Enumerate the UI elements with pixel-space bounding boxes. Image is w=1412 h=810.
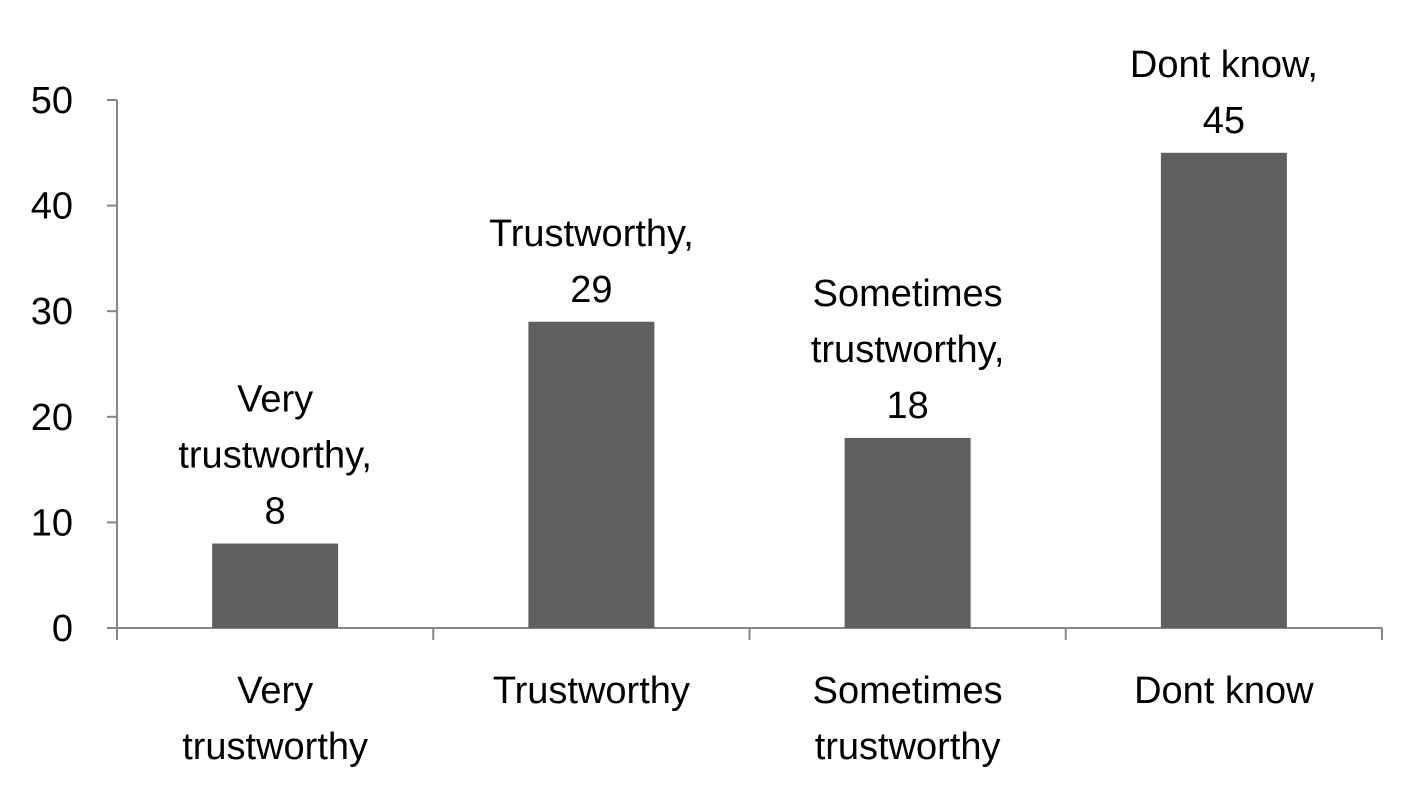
data-label-line: 29 — [570, 269, 612, 311]
y-tick-label: 10 — [31, 502, 73, 544]
x-category-label: Dont know — [1134, 670, 1314, 712]
data-label: Trustworthy, 29 — [489, 213, 694, 311]
data-label-line: Sometimes — [813, 273, 1003, 315]
x-category-label: Trustworthy — [493, 670, 690, 712]
bar — [212, 543, 339, 628]
data-label-line: 18 — [886, 385, 928, 427]
y-tick-label: 40 — [31, 186, 73, 228]
y-tick-label: 20 — [31, 397, 73, 439]
y-tick-label: 30 — [31, 291, 73, 333]
x-category-label: Very trustworthy — [182, 670, 368, 768]
y-tick-label: 0 — [52, 608, 73, 650]
data-label-line: 45 — [1203, 100, 1245, 142]
data-label: Dont know, 45 — [1130, 44, 1318, 142]
data-label-line: trustworthy, — [811, 329, 1005, 371]
bar — [1160, 152, 1287, 629]
x-category-labels: Very trustworthy Trustworthy Sometimes trust… — [182, 670, 1314, 768]
bar — [528, 321, 655, 628]
x-category-label-line: Sometimes — [813, 670, 1003, 712]
x-category-label-line: Dont know — [1134, 670, 1314, 712]
x-category-label-line: Trustworthy — [493, 670, 690, 712]
y-tick-label: 50 — [31, 80, 73, 122]
data-label-line: trustworthy, — [178, 435, 372, 477]
bars — [212, 152, 1287, 629]
data-label-line: 8 — [265, 491, 286, 533]
data-label-line: Dont know, — [1130, 44, 1318, 86]
x-category-label-line: trustworthy — [815, 726, 1001, 768]
y-tick-labels: 0 10 20 30 40 50 — [31, 80, 73, 650]
data-labels: Very trustworthy, 8 Trustworthy, 29 Sometimes… — [178, 44, 1318, 533]
x-category-label-line: trustworthy — [182, 726, 368, 768]
data-label-line: Very — [237, 379, 313, 421]
data-label: Sometimes trustworthy, 18 — [811, 273, 1005, 427]
data-label: Very trustworthy, 8 — [178, 379, 372, 533]
data-label-line: Trustworthy, — [489, 213, 694, 255]
bar — [844, 437, 971, 628]
x-category-label: Sometimes trustworthy — [813, 670, 1003, 768]
x-category-label-line: Very — [237, 670, 313, 712]
